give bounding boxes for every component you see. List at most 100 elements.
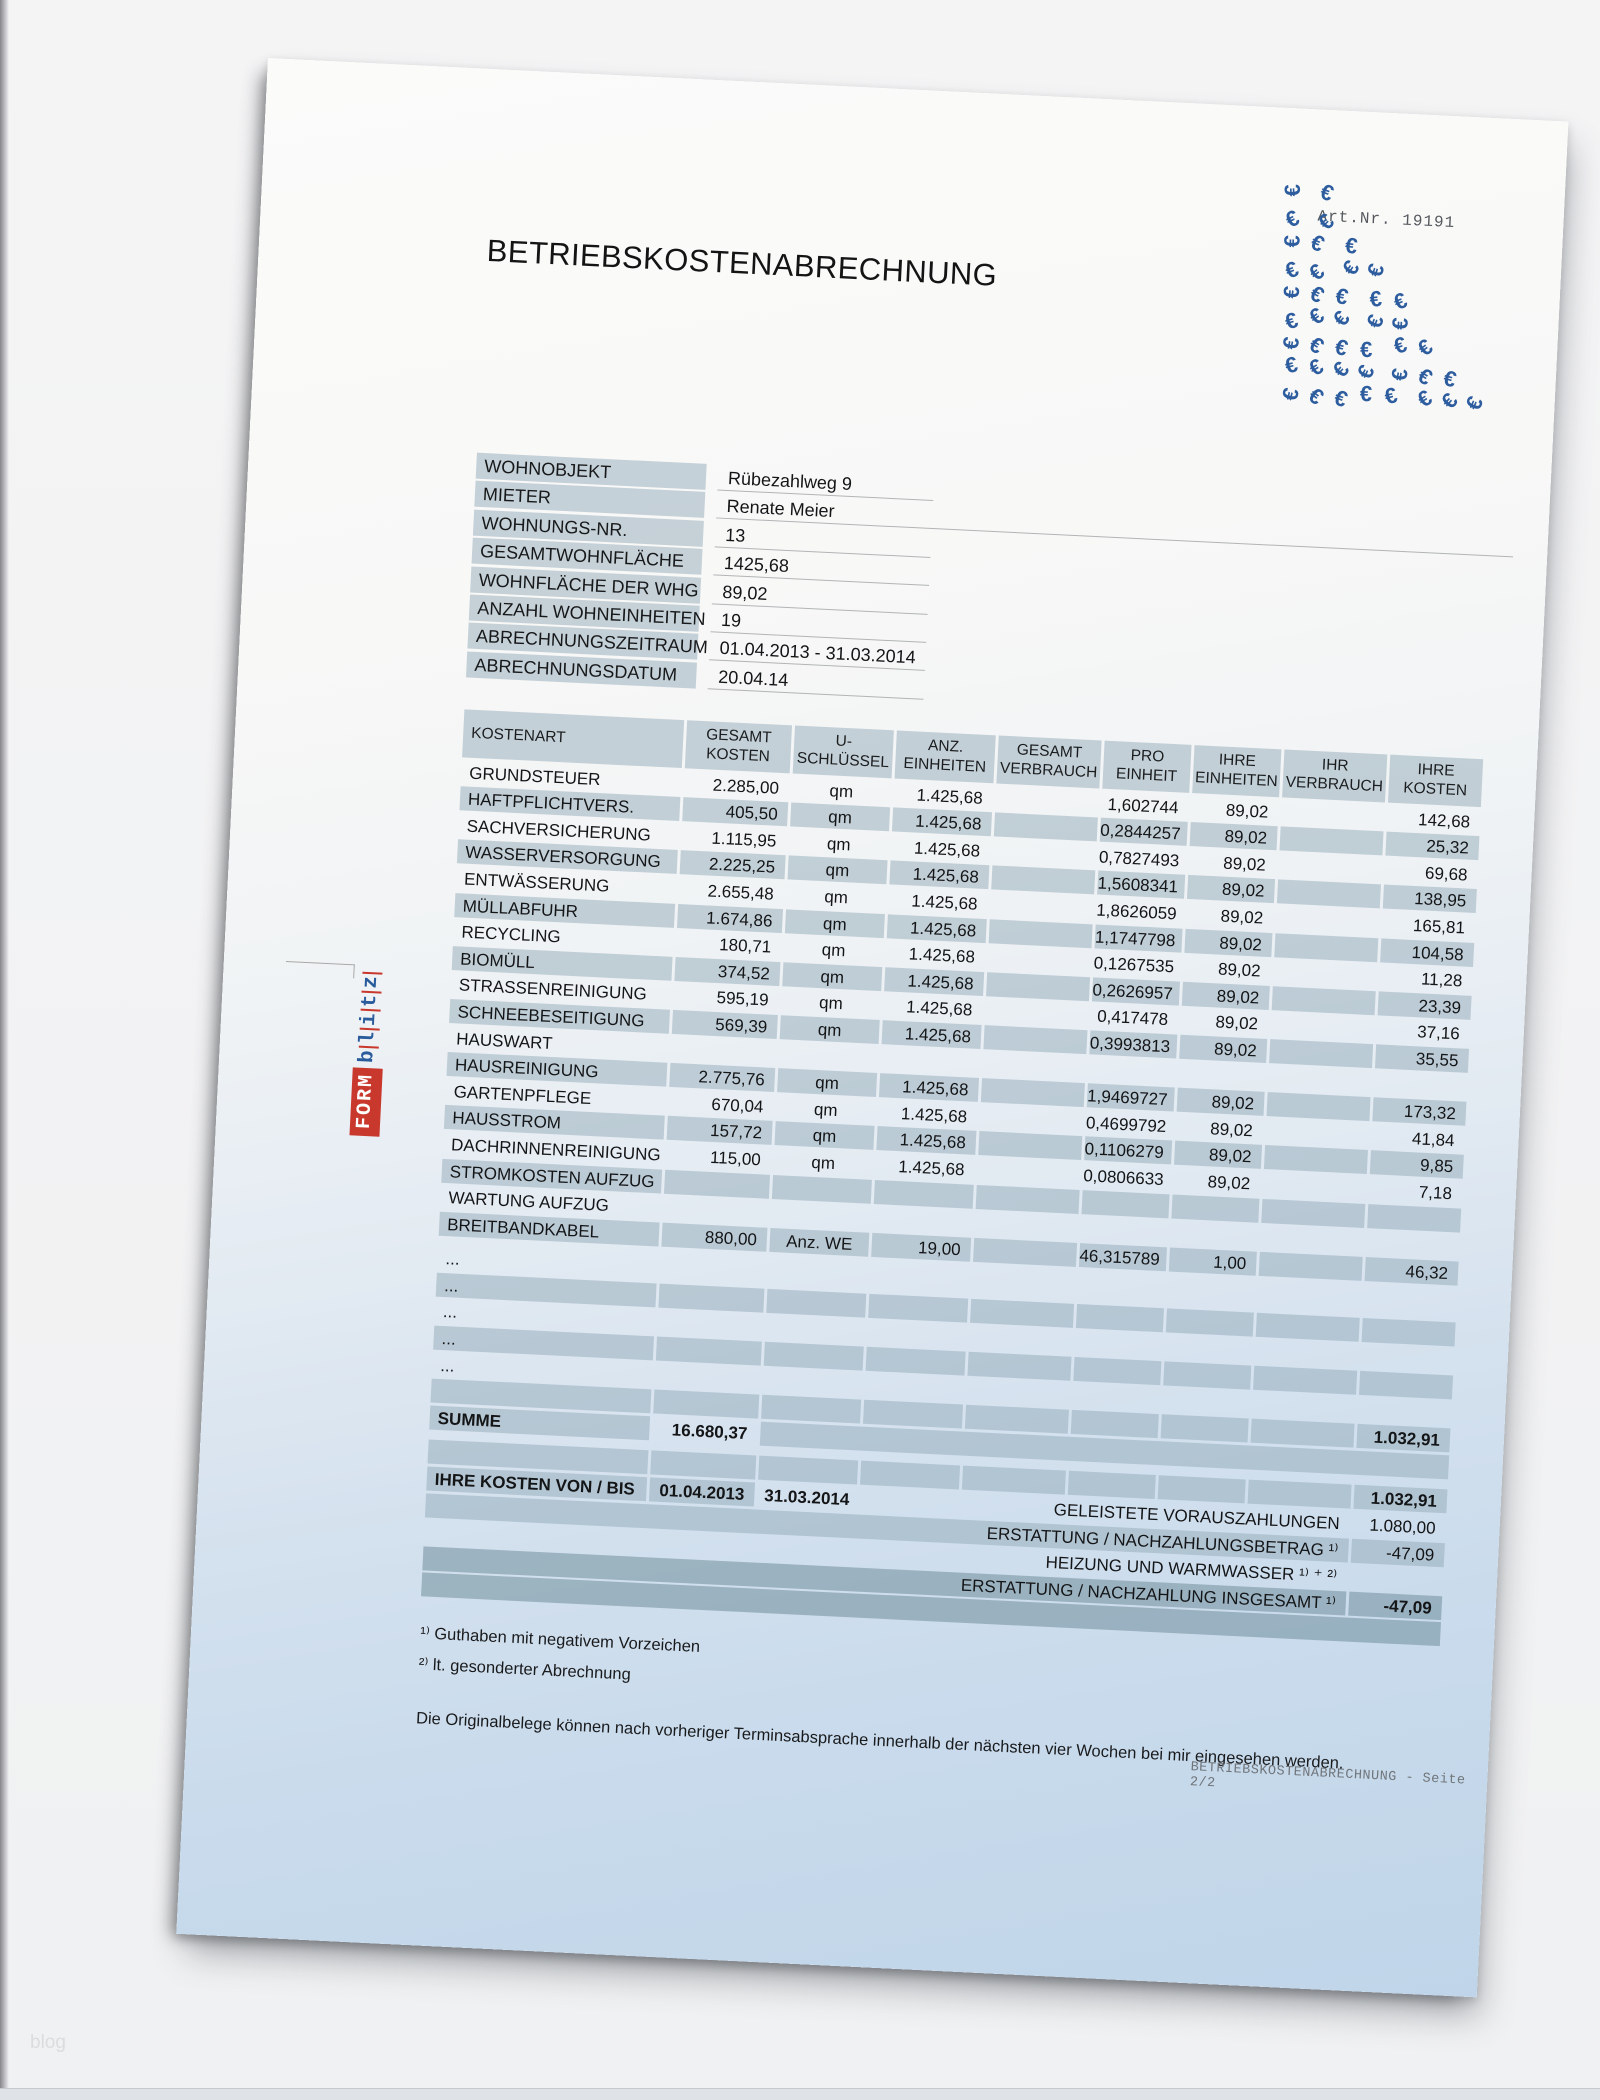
cost-cell	[1270, 1013, 1374, 1042]
header-cell: IHR VERBRAUCH	[1282, 749, 1388, 803]
cost-cell: 1.425,68	[891, 807, 993, 837]
watermark: blog	[30, 2032, 66, 2053]
document-sheet: Art.Nr. 19191 € € € € € € € € € € € € € € € € € € € € € € € € € €…	[176, 58, 1569, 1998]
euro-glyph-icon: €	[1361, 260, 1390, 280]
cost-cell: 1.425,68	[886, 913, 987, 943]
viewport-bottom-edge	[0, 2088, 1600, 2100]
advance-value: 1.080,00	[1368, 1515, 1437, 1538]
cost-cell: qm	[774, 1121, 875, 1151]
logo-letter: l	[357, 1027, 381, 1047]
cost-cell: 880,00	[661, 1222, 768, 1252]
euro-glyph-icon: €	[1277, 335, 1305, 352]
cost-cell: qm	[784, 908, 885, 938]
footnotes: ¹⁾ Guthaben mit negativem Vorzeichen ²⁾ …	[418, 1623, 701, 1699]
header-line: KOSTEN	[705, 745, 771, 766]
empty-cell	[1157, 1475, 1246, 1504]
cost-cell: 89,02	[1209, 1119, 1254, 1141]
cost-cell: 69,68	[1424, 863, 1468, 885]
cost-cell	[1265, 1119, 1369, 1148]
cost-cell: 180,71	[718, 935, 772, 957]
cost-cell: qm	[782, 962, 883, 991]
cost-cell	[1278, 853, 1382, 882]
header-line: SCHLÜSSEL	[796, 749, 890, 772]
euro-glyph-icon: €	[1303, 382, 1329, 410]
cost-cell	[977, 1158, 1081, 1187]
logo-form-box: FORM	[349, 1067, 383, 1137]
header-cell: ANZ. EINHEITEN	[894, 730, 996, 784]
cost-cell	[983, 1025, 1088, 1055]
cost-cell	[1279, 826, 1384, 856]
heating-value-empty	[1350, 1565, 1444, 1594]
empty-cell	[655, 1336, 762, 1366]
cost-cell: 1.425,68	[897, 1157, 965, 1180]
cost-cell: qm	[818, 993, 844, 1014]
cost-cell: 0,4699792	[1085, 1112, 1167, 1136]
euro-glyph-icon: €	[1278, 284, 1305, 300]
cost-cell: 1.674,86	[677, 903, 784, 933]
euro-glyph-icon: €	[1304, 353, 1328, 382]
empty-cell	[1163, 1361, 1252, 1390]
cost-cell: 2.285,00	[712, 775, 780, 798]
header-cell: U- SCHLÜSSEL	[792, 725, 894, 779]
cost-cell: 1,5608341	[1097, 870, 1186, 900]
cost-cell: 25,32	[1385, 831, 1480, 861]
cost-cell	[985, 999, 1089, 1028]
cost-cell	[1263, 1145, 1368, 1175]
empty-cell	[1160, 1414, 1249, 1443]
euro-glyph-icon: €	[1282, 351, 1301, 379]
cost-cell: 1.425,68	[884, 966, 985, 996]
cost-cell	[1266, 1092, 1371, 1122]
cost-cell	[771, 1174, 872, 1204]
cost-cell: 1.425,68	[900, 1103, 968, 1127]
euro-glyph-icon: €	[1330, 384, 1351, 413]
cost-cell: 569,39	[671, 1009, 778, 1039]
euro-glyph-icon: €	[1327, 305, 1355, 332]
empty-cell	[865, 1346, 966, 1376]
header-line: VERBRAUCH	[999, 759, 1098, 782]
cost-cell	[993, 839, 1097, 868]
empty-cell	[758, 1456, 859, 1485]
cost-cell: 9,85	[1369, 1150, 1464, 1180]
page-title: BETRIEBSKOSTENABRECHNUNG	[486, 232, 998, 293]
empty-cell	[961, 1466, 1066, 1496]
cost-cell: 11,28	[1420, 969, 1463, 991]
cost-cell: 1.425,68	[878, 1073, 980, 1103]
cost-cell	[1273, 959, 1377, 988]
cost-cell: 1,9469727	[1086, 1083, 1175, 1112]
cost-cell: 7,18	[1418, 1182, 1453, 1204]
cost-cell: 23,39	[1377, 991, 1472, 1020]
euro-glyph-icon: €	[1343, 232, 1360, 259]
cost-cell: 0,1267535	[1093, 953, 1175, 977]
cost-cell: 89,02	[1184, 928, 1273, 957]
cost-cell: 595,19	[716, 988, 770, 1010]
euro-glyph-icon: €	[1333, 282, 1351, 310]
cost-cell: 0,7827493	[1098, 847, 1180, 871]
period-to: 31.03.2014	[763, 1486, 850, 1510]
cost-cell: 89,02	[1207, 1172, 1251, 1194]
header-line: EINHEIT	[1115, 765, 1178, 786]
cost-cell: qm	[779, 1015, 880, 1044]
euro-glyph-icon: €	[1389, 287, 1411, 316]
cost-cell: 1.425,68	[881, 1020, 982, 1049]
euro-glyph-icon: €	[1304, 302, 1329, 330]
cost-cell: 173,32	[1372, 1097, 1467, 1126]
empty-cell	[1358, 1370, 1454, 1400]
cost-cell	[995, 786, 1099, 815]
header-line: KOSTEN	[1402, 779, 1468, 800]
empty-cell	[1247, 1480, 1352, 1510]
cost-cell: Anz. WE	[769, 1227, 870, 1257]
cost-cell	[1258, 1251, 1363, 1281]
cost-cell: qm	[829, 780, 854, 802]
cost-cell: 89,02	[1217, 959, 1262, 981]
cost-cell: 35,55	[1374, 1044, 1470, 1073]
cost-cell	[1271, 985, 1376, 1015]
euro-glyph-icon: €	[1412, 333, 1438, 362]
cost-cell: 46,32	[1364, 1256, 1459, 1286]
euro-glyph-icon: €	[1279, 234, 1305, 248]
cost-cell: 89,02	[1222, 853, 1267, 875]
cost-cell: 41,84	[1411, 1128, 1456, 1150]
cost-cell	[1281, 800, 1385, 829]
cost-cell: 1.425,68	[908, 944, 976, 967]
footnote-2: ²⁾ lt. gesonderter Abrechnung	[418, 1655, 632, 1684]
